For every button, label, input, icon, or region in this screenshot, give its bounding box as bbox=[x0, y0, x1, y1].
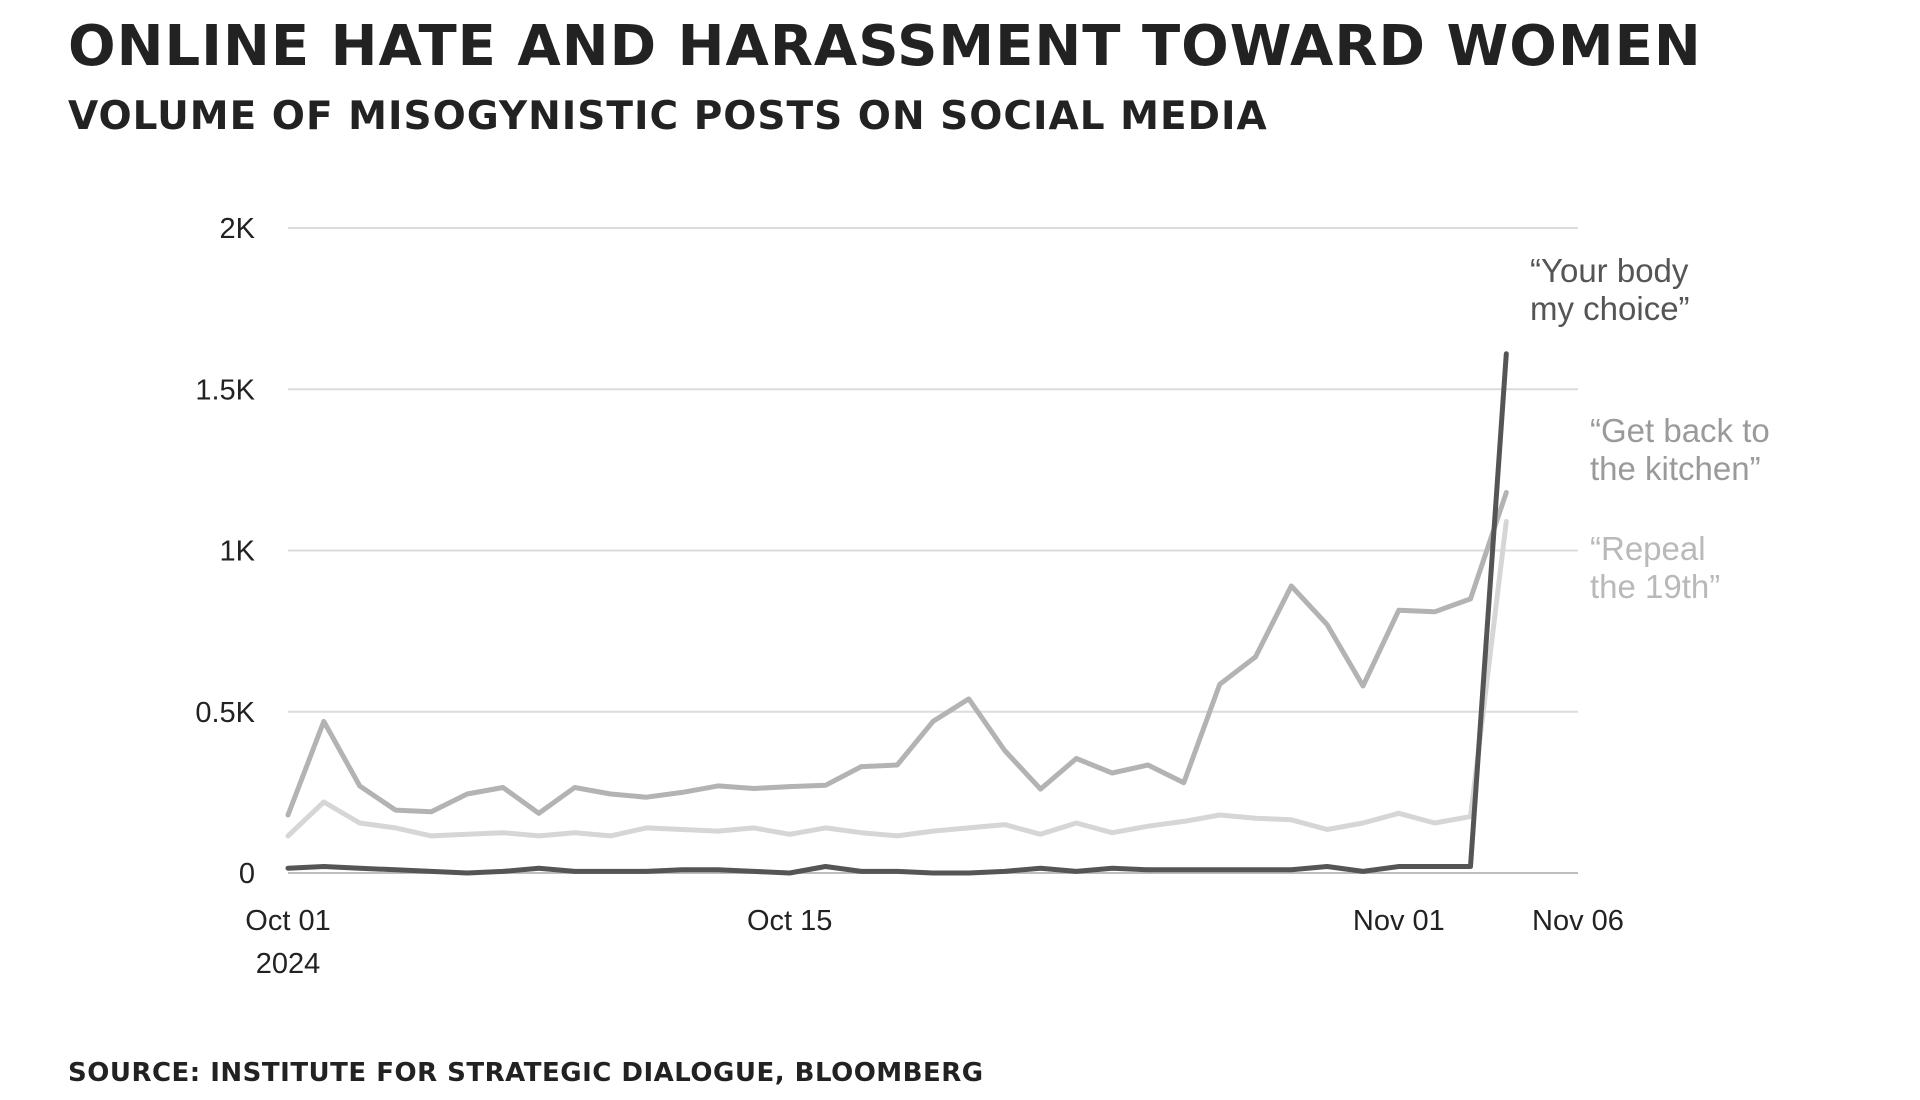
series-lines bbox=[285, 351, 1509, 876]
y-tick-label: 1K bbox=[220, 536, 256, 568]
series-label: the 19th” bbox=[1590, 568, 1720, 605]
chart-title: ONLINE HATE AND HARASSMENT TOWARD WOMEN bbox=[68, 14, 1702, 79]
y-tick-label: 1.5K bbox=[195, 374, 255, 406]
x-tick-label: Oct 15 bbox=[747, 905, 832, 937]
series-label: “Your body bbox=[1530, 252, 1689, 289]
series-label: “Get back to bbox=[1590, 412, 1770, 449]
x-tick-label: 2024 bbox=[256, 948, 321, 980]
source-note: SOURCE: INSTITUTE FOR STRATEGIC DIALOGUE… bbox=[68, 1058, 984, 1088]
series-label: the kitchen” bbox=[1590, 450, 1761, 487]
x-tick-label: Nov 06 bbox=[1532, 905, 1624, 937]
line-chart: 0 0.5K 1K 1.5K 2K Oct 01 2024 Oct 15 Nov 01 Nov … bbox=[195, 213, 1770, 980]
series-label: my choice” bbox=[1530, 290, 1690, 327]
y-tick-label: 0 bbox=[239, 858, 255, 890]
x-tick-label: Oct 01 bbox=[245, 905, 330, 937]
series-line bbox=[285, 351, 1509, 876]
x-axis-ticks: Oct 01 2024 Oct 15 Nov 01 Nov 06 bbox=[245, 905, 1624, 980]
series-label: “Repeal bbox=[1590, 530, 1706, 567]
y-tick-label: 2K bbox=[220, 213, 256, 245]
x-tick-label: Nov 01 bbox=[1353, 905, 1445, 937]
series-line bbox=[285, 519, 1509, 839]
y-tick-label: 0.5K bbox=[195, 697, 255, 729]
series-line bbox=[285, 490, 1509, 818]
y-axis-ticks: 0 0.5K 1K 1.5K 2K bbox=[195, 213, 255, 890]
chart-subtitle: VOLUME OF MISOGYNISTIC POSTS ON SOCIAL M… bbox=[68, 94, 1268, 139]
gridlines bbox=[288, 227, 1578, 874]
